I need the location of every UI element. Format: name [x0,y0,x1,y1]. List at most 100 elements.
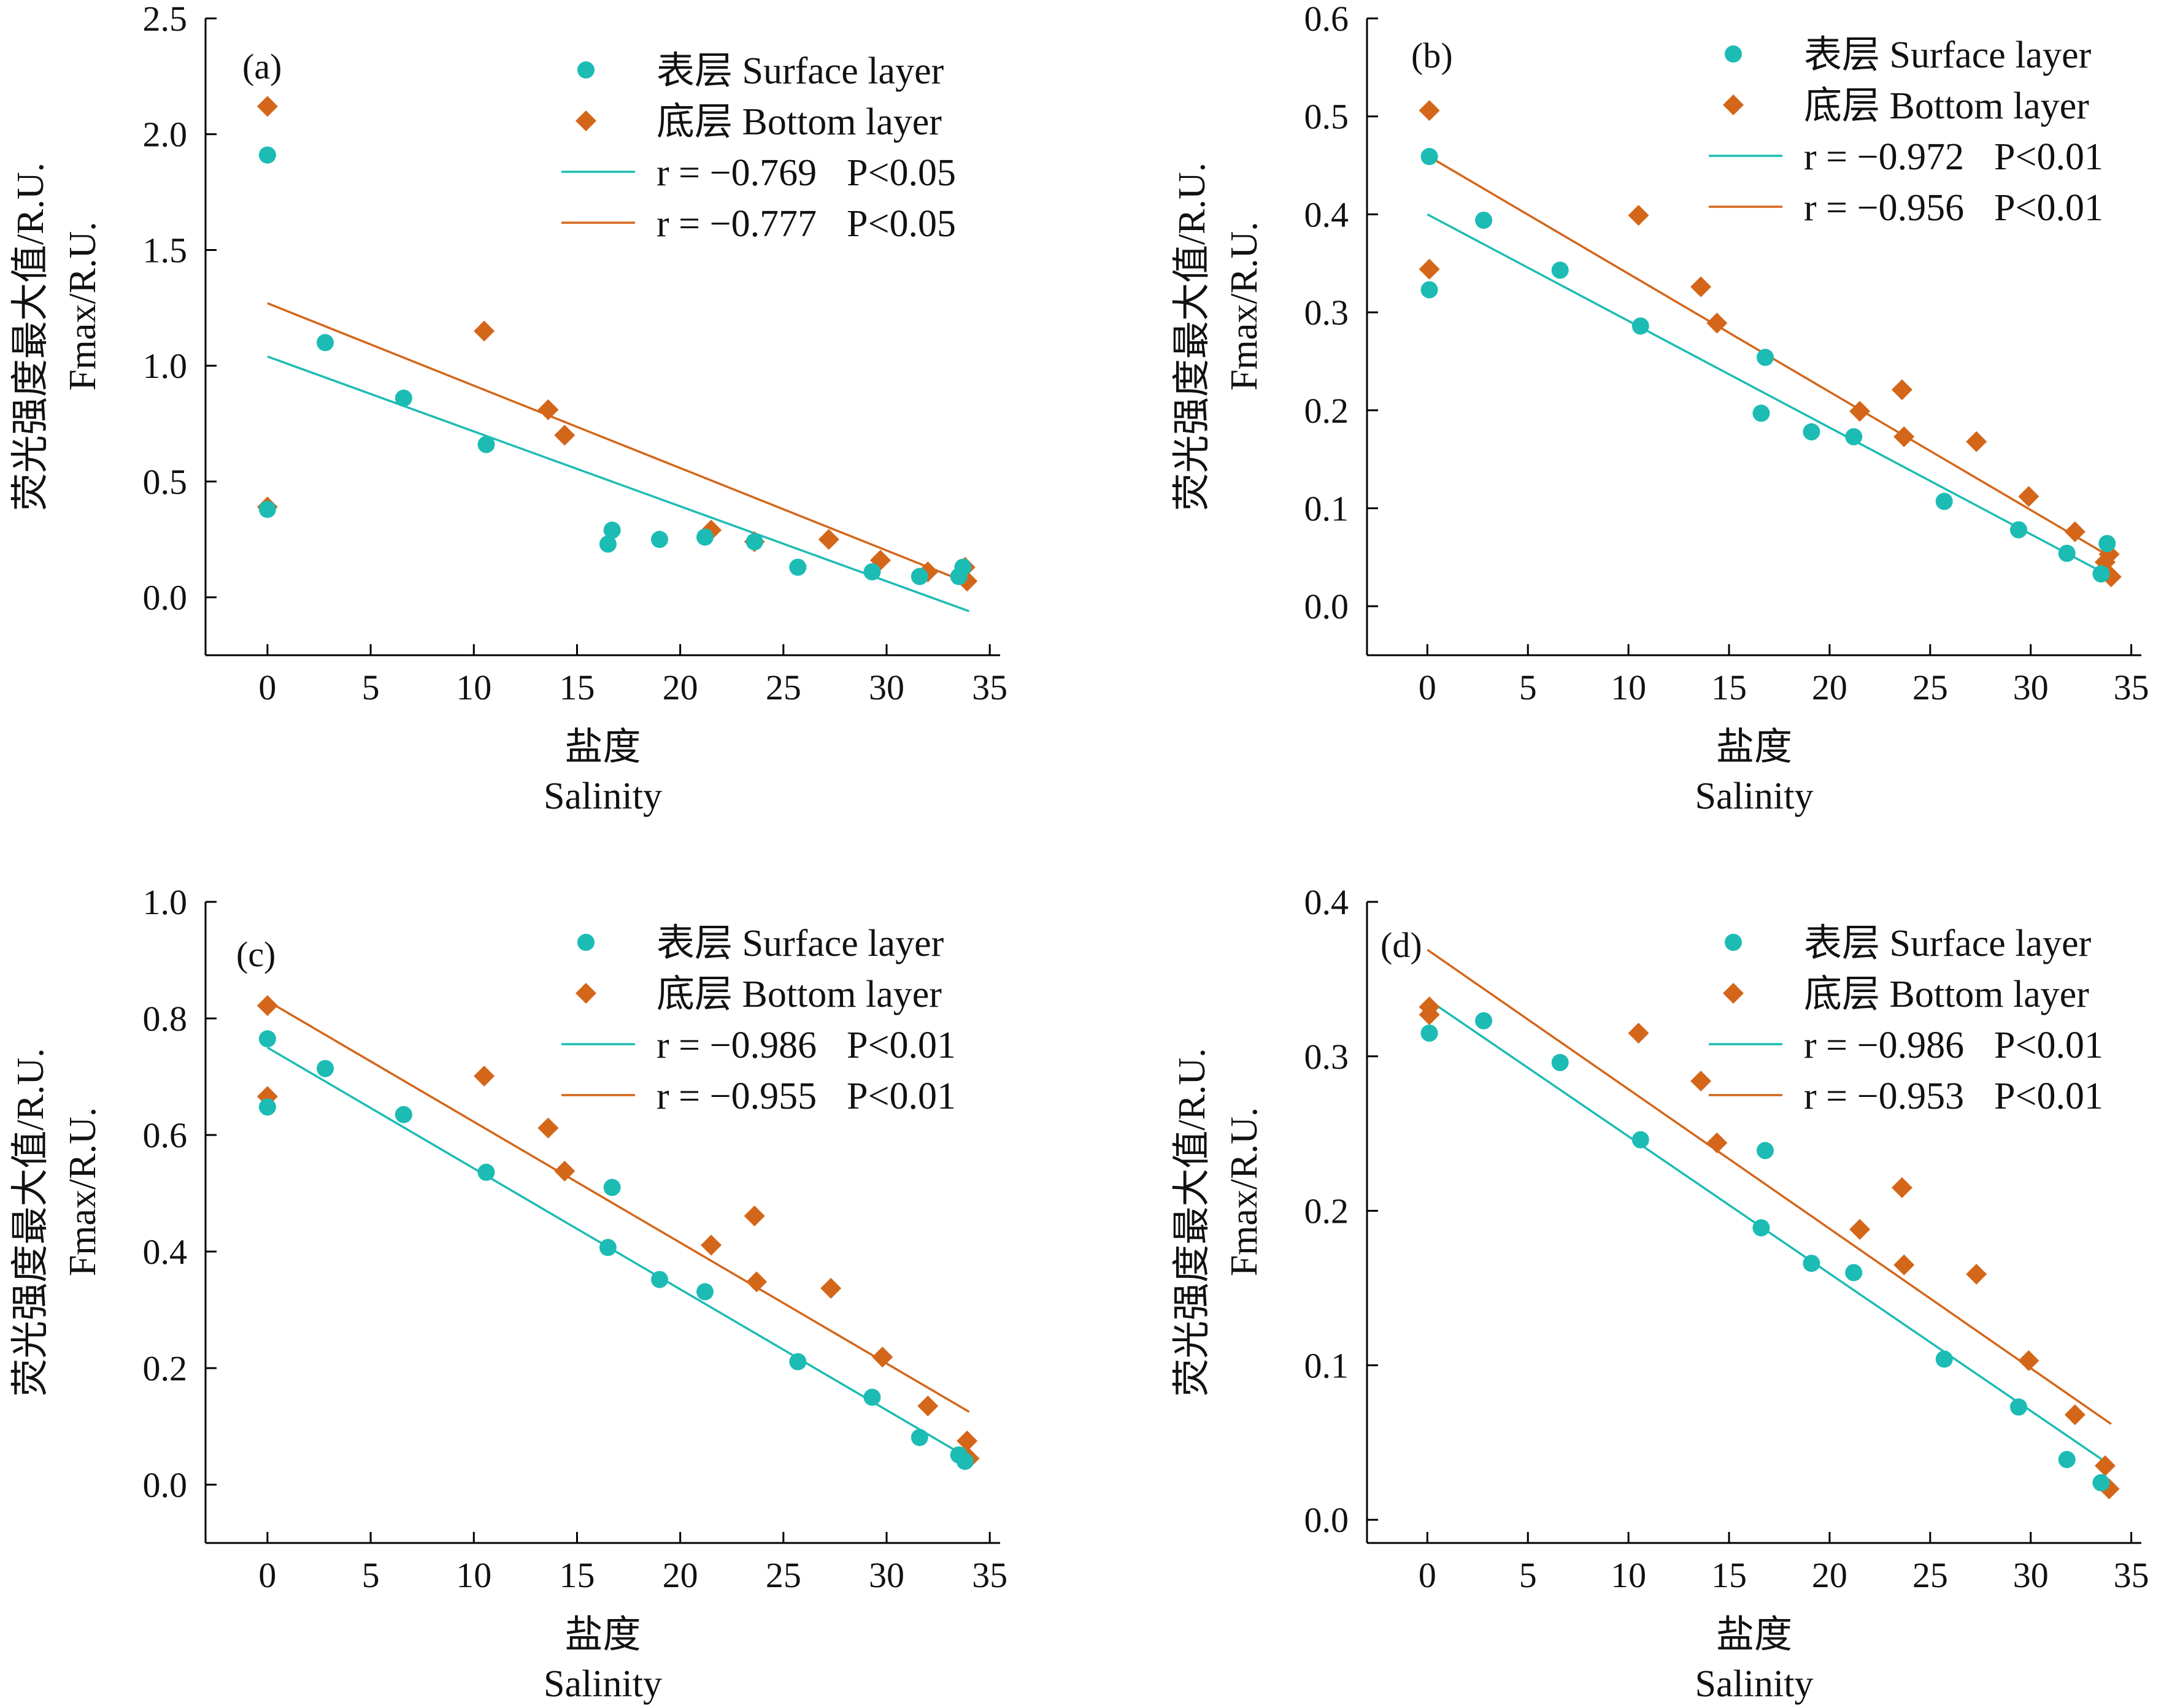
surface-point [1935,1350,1953,1368]
legend-bottom-r: r = −0.956 [1804,187,1964,229]
surface-point [395,1106,412,1123]
bottom-point [474,1066,495,1087]
surface-point [258,501,276,518]
surface-point [2092,565,2110,583]
legend-surface-p: P<0.05 [847,152,956,194]
legend-bottom-p: P<0.01 [847,1075,956,1117]
y-tick-label: 0.6 [143,1115,188,1155]
x-tick-label: 0 [1419,667,1436,707]
legend-bottom-marker [1723,983,1744,1004]
surface-point [1845,428,1863,445]
y-axis-title-cn: 荧光强度最大值/R.U. [1171,1048,1213,1396]
surface-point [2010,521,2028,539]
x-tick-label: 20 [663,1555,698,1595]
bottom-point [1706,312,1728,334]
surface-point [599,535,617,553]
panel-label: (b) [1411,36,1453,75]
bottom-point [957,1430,978,1452]
surface-point [745,533,763,551]
y-axis-title-en: Fmax/R.U. [1223,221,1265,391]
bottom-point [1690,1071,1712,1092]
bottom-point [2018,486,2039,507]
legend-surface-p: P<0.01 [1994,1025,2103,1066]
legend-surface-r: r = −0.986 [1804,1025,1964,1066]
bottom-point [1628,204,1649,226]
surface-point [258,1098,276,1116]
surface-fit-line [1427,213,2112,578]
x-tick-label: 15 [1711,1555,1747,1595]
x-tick-label: 0 [258,667,276,707]
legend-bottom-label: 底层 Bottom layer [657,101,942,143]
legend-bottom-label: 底层 Bottom layer [657,974,942,1015]
x-tick-label: 5 [1519,667,1537,707]
x-tick-label: 15 [559,1555,595,1595]
bottom-point [1419,258,1440,280]
surface-point [1631,1131,1649,1148]
surface-point [1752,1219,1770,1237]
x-tick-label: 25 [1912,1555,1948,1595]
legend-surface-p: P<0.01 [1994,136,2103,178]
bottom-point [474,320,495,342]
x-tick-label: 0 [258,1555,276,1595]
bottom-fit-line [267,999,970,1413]
x-tick-label: 15 [1711,667,1747,707]
legend-surface-marker [577,61,595,79]
surface-point [1420,148,1438,166]
surface-point [954,558,972,576]
y-tick-label: 0.3 [1304,293,1349,333]
surface-point [956,1453,974,1470]
x-tick-label: 25 [766,1555,801,1595]
bottom-point [1966,431,1987,452]
bottom-point [1891,379,1912,401]
y-tick-label: 0.4 [1304,194,1349,234]
surface-point [1551,261,1569,279]
bottom-point [818,529,839,550]
surface-point [599,1239,617,1256]
legend-bottom-marker [576,110,596,131]
surface-point [477,1163,495,1181]
y-axis-title-en: Fmax/R.U. [62,221,104,391]
legend: 表层 Surface layer 底层 Bottom layer r = −0.97… [1709,34,2103,229]
legend-bottom-label: 底层 Bottom layer [1804,85,2089,127]
y-tick-label: 0.4 [143,1232,188,1272]
y-tick-label: 0.2 [1304,391,1349,431]
surface-point [258,1030,276,1048]
bottom-point [1419,100,1440,121]
x-tick-label: 30 [2013,667,2049,707]
surface-point [1420,1025,1438,1042]
surface-point [1757,1142,1774,1160]
y-axis-title-en: Fmax/R.U. [1223,1107,1265,1277]
y-tick-label: 2.0 [143,115,188,155]
surface-point [651,531,668,548]
legend-bottom-marker [1723,94,1744,115]
x-tick-label: 20 [1812,667,1847,707]
bottom-point [256,995,278,1017]
legend-bottom-p: P<0.01 [1994,1075,2103,1117]
surface-point [1935,493,1953,510]
bottom-point [746,1271,768,1293]
x-tick-label: 30 [869,667,904,707]
bottom-point [2064,1404,2085,1425]
x-tick-label: 10 [456,1555,491,1595]
legend-bottom-r: r = −0.953 [1804,1075,1964,1117]
y-axis-title-en: Fmax/R.U. [62,1107,104,1277]
bottom-point [1690,276,1712,298]
surface-point [2098,534,2116,552]
x-tick-label: 30 [2013,1555,2049,1595]
y-tick-label: 0.4 [1304,882,1349,922]
y-axis-title-cn: 荧光强度最大值/R.U. [10,1048,52,1396]
surface-point [2058,544,2076,562]
y-tick-label: 0.6 [1304,0,1349,39]
surface-point [911,1429,928,1447]
surface-fit-line [1427,998,2112,1467]
panel-b: (b) 表层 Surface layer 底层 Bottom layer r = −… [1171,0,2149,817]
surface-point [863,1388,881,1406]
bottom-point [820,1277,842,1299]
y-tick-label: 1.0 [143,346,188,386]
legend: 表层 Surface layer 底层 Bottom layer r = −0.98… [561,923,956,1117]
surface-point [603,1179,621,1196]
legend: 表层 Surface layer 底层 Bottom layer r = −0.76… [561,50,956,245]
bottom-point [1849,401,1871,422]
y-tick-label: 0.2 [143,1348,188,1388]
x-tick-label: 5 [362,667,380,707]
